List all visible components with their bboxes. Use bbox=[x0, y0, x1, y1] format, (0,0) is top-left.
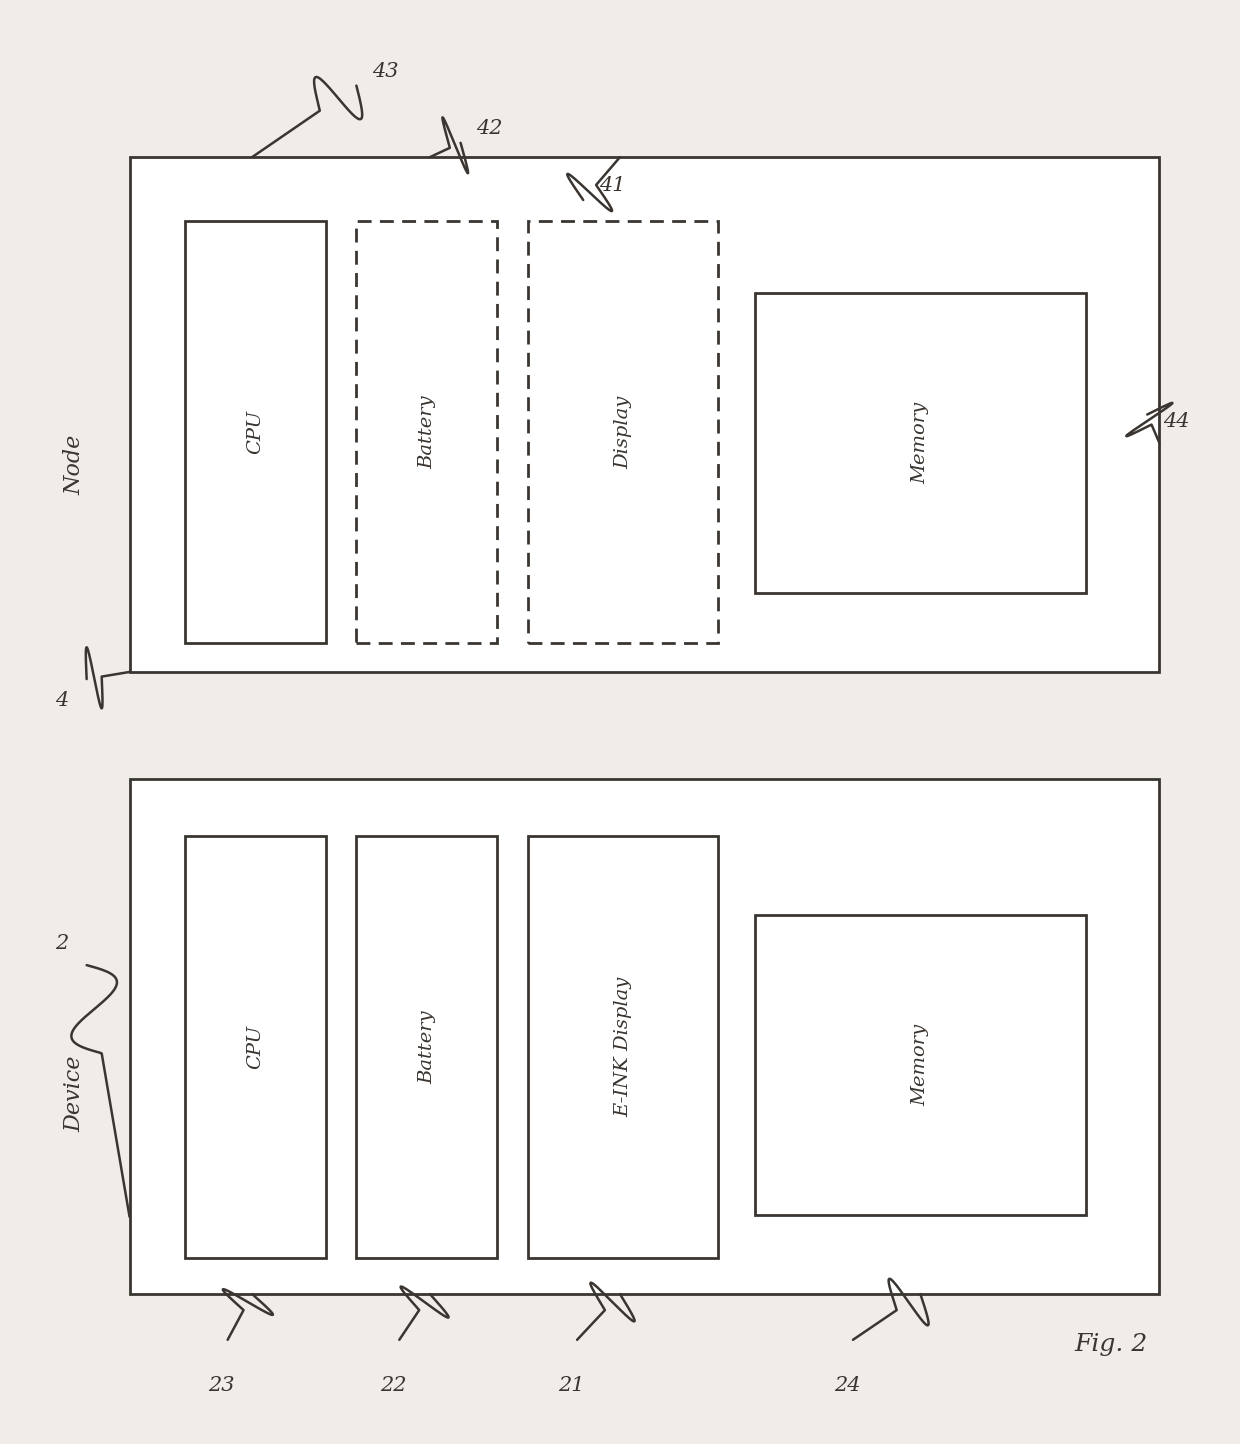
Bar bbox=[528, 836, 718, 1258]
Text: CPU: CPU bbox=[247, 410, 264, 455]
Text: 2: 2 bbox=[56, 934, 68, 953]
Text: Display: Display bbox=[614, 396, 632, 469]
Text: 42: 42 bbox=[476, 118, 503, 139]
Text: 24: 24 bbox=[833, 1376, 861, 1395]
Text: Fig. 2: Fig. 2 bbox=[1074, 1333, 1147, 1356]
Bar bbox=[129, 780, 1159, 1294]
Text: 21: 21 bbox=[558, 1376, 584, 1395]
Text: 23: 23 bbox=[208, 1376, 234, 1395]
Text: E-INK Display: E-INK Display bbox=[614, 978, 632, 1118]
Text: 4: 4 bbox=[56, 692, 68, 710]
Bar bbox=[528, 221, 718, 644]
Text: 43: 43 bbox=[372, 62, 399, 81]
Bar bbox=[755, 915, 1086, 1216]
Bar bbox=[755, 293, 1086, 593]
Text: 41: 41 bbox=[599, 176, 626, 195]
Bar bbox=[185, 221, 326, 644]
Text: Battery: Battery bbox=[418, 1011, 436, 1084]
Bar bbox=[356, 221, 497, 644]
Text: Device: Device bbox=[63, 1056, 86, 1132]
Bar bbox=[356, 836, 497, 1258]
Text: Node: Node bbox=[63, 435, 86, 495]
Text: CPU: CPU bbox=[247, 1025, 264, 1070]
Bar bbox=[185, 836, 326, 1258]
Text: 22: 22 bbox=[379, 1376, 407, 1395]
Text: 44: 44 bbox=[1163, 412, 1189, 432]
Bar bbox=[129, 157, 1159, 671]
Text: Memory: Memory bbox=[911, 401, 930, 484]
Text: Battery: Battery bbox=[418, 396, 436, 469]
Text: Memory: Memory bbox=[911, 1024, 930, 1106]
